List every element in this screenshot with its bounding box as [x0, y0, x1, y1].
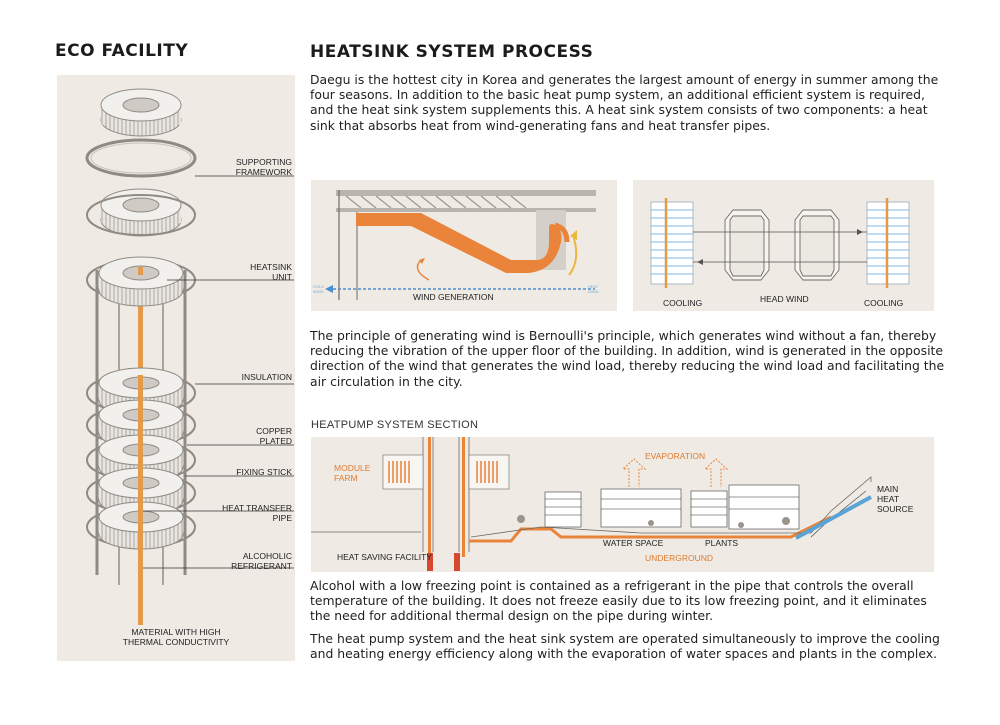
- buildings: [544, 484, 800, 530]
- label-heat-transfer-pipe: HEAT TRANSFER PIPE: [222, 503, 292, 523]
- heatsink-unit-third: [86, 256, 196, 307]
- building-right: [866, 198, 910, 288]
- supporting-ring: [85, 138, 197, 178]
- underground-label: UNDERGROUND: [645, 553, 713, 563]
- wind-generation-label: WIND GENERATION: [413, 292, 494, 302]
- label-insulation: INSULATION: [241, 372, 292, 382]
- heatsink-process-title: HEATSINK SYSTEM PROCESS: [310, 42, 594, 62]
- heatpump-section-title: HEATPUMP SYSTEM SECTION: [311, 419, 479, 431]
- material-caption: MATERIAL WITH HIGH THERMAL CONDUCTIVITY: [122, 627, 230, 647]
- simultaneous-operation-paragraph: The heat pump system and the heat sink s…: [310, 631, 940, 662]
- label-fixing-stick: FIXING STICK: [236, 467, 292, 477]
- leader-lines: [143, 175, 294, 569]
- heatsink-stack: [86, 367, 196, 625]
- cooling-label-left: COOLING: [663, 298, 703, 308]
- evaporation-label: EVAPORATION: [645, 451, 706, 461]
- heatsink-unit-top: [100, 88, 182, 137]
- heatsink-box-right: [794, 209, 840, 281]
- evaporation-arrows: [621, 458, 729, 487]
- label-alcoholic-refrigerant: ALCOHOLIC REFRIGERANT: [231, 551, 292, 571]
- wind-generation-diagram: [325, 190, 596, 300]
- label-heatsink-unit: HEATSINK UNIT: [250, 262, 292, 282]
- heatpump-section-diagram: [311, 437, 872, 571]
- cold-wind-small-label: COLD WIND: [313, 284, 325, 294]
- heatsink-tower-illustration: [85, 88, 294, 625]
- bernoulli-paragraph: The principle of generating wind is Bern…: [310, 328, 945, 389]
- label-supporting-framework: SUPPORTING FRAMEWORK: [235, 157, 292, 177]
- heat-saving-facility-label: HEAT SAVING FACILITY: [337, 552, 432, 562]
- eco-facility-title: ECO FACILITY: [55, 41, 189, 61]
- module-farm-label: MODULE FARM: [334, 463, 371, 483]
- heat-wind-small-label: HEAT WIND: [588, 284, 599, 294]
- main-heat-source-label: MAIN HEAT SOURCE: [877, 484, 914, 514]
- refrigerant-paragraph: Alcohol with a low freezing point is con…: [310, 578, 927, 624]
- heatsink-unit-second: [86, 188, 196, 237]
- water-space-label: WATER SPACE: [603, 538, 664, 548]
- intro-paragraph: Daegu is the hottest city in Korea and g…: [310, 72, 939, 133]
- label-copper-plated: COPPER PLATED: [256, 426, 292, 446]
- building-left: [650, 198, 694, 288]
- plants-label: PLANTS: [705, 538, 739, 548]
- cooling-label-right: COOLING: [864, 298, 904, 308]
- head-wind-label: HEAD WIND: [760, 294, 809, 304]
- cooling-head-wind-diagram: [650, 198, 910, 288]
- heatsink-box-left: [724, 209, 770, 281]
